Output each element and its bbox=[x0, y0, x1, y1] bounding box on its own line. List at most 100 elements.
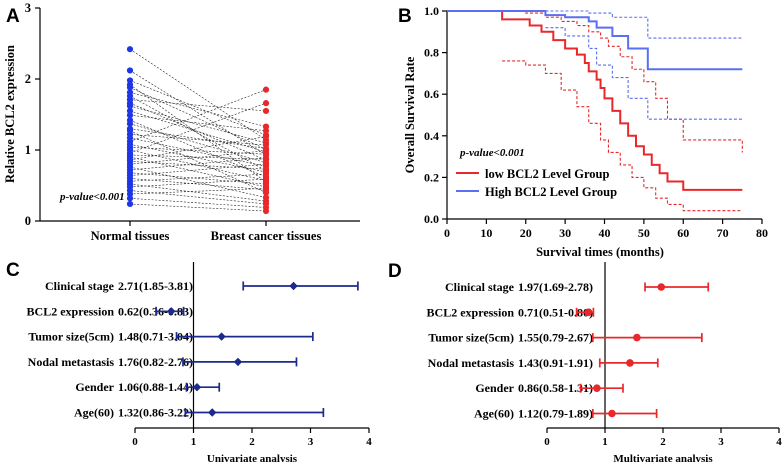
pair-line bbox=[129, 146, 267, 155]
cancer-point bbox=[262, 185, 270, 192]
pair-line bbox=[129, 150, 267, 165]
x-tick-label: 0 bbox=[544, 436, 550, 448]
cancer-point bbox=[262, 166, 270, 173]
hr-point bbox=[657, 283, 666, 291]
hr-point bbox=[626, 359, 634, 367]
hr-point bbox=[593, 384, 601, 393]
x-tick-label: 50 bbox=[638, 226, 650, 240]
x-tick-label: 3 bbox=[308, 436, 314, 448]
pair-line bbox=[129, 92, 267, 127]
normal-point bbox=[126, 67, 134, 74]
pair-line bbox=[129, 123, 267, 164]
panel-c-letter: C bbox=[6, 260, 20, 281]
pair-line bbox=[129, 105, 267, 144]
cancer-point bbox=[262, 100, 270, 107]
panel-a-y-label: Relative BCL2 expression bbox=[3, 45, 17, 183]
pair-line bbox=[129, 70, 267, 156]
cancer-point bbox=[262, 127, 270, 134]
x-tick-label: 2 bbox=[249, 436, 255, 448]
row-label: Age(60) bbox=[74, 406, 114, 420]
hr-point bbox=[192, 383, 202, 392]
y-tick-label: 0.8 bbox=[424, 46, 439, 60]
normal-point bbox=[126, 190, 134, 198]
cancer-point bbox=[262, 141, 270, 149]
pair-line bbox=[129, 114, 267, 132]
legend-label-low: low BCL2 Level Group bbox=[485, 167, 609, 181]
pair-line bbox=[129, 166, 267, 198]
pair-line bbox=[129, 102, 267, 161]
row-value: 0.71(0.51-0.80) bbox=[518, 305, 593, 319]
survival-curve-1 bbox=[447, 10, 743, 71]
row-value: 1.12(0.79-1.89) bbox=[518, 407, 593, 421]
x-tick-label: 80 bbox=[756, 226, 768, 240]
row-label: Nodal metastasis bbox=[428, 356, 515, 370]
normal-point bbox=[126, 102, 134, 110]
pair-line bbox=[129, 99, 267, 112]
row-label: BCL2 expression bbox=[427, 305, 515, 319]
hr-point bbox=[289, 281, 298, 291]
ci-upper-1 bbox=[545, 10, 743, 39]
pair-line bbox=[129, 173, 267, 182]
normal-point bbox=[126, 46, 134, 53]
y-tick-label: 0.0 bbox=[424, 212, 439, 226]
cancer-point bbox=[262, 86, 270, 93]
y-tick-label: 2 bbox=[25, 72, 31, 86]
panel-b: B 0 10 20 30 40 50 60 70 80 0.0 0.2 0.4 0.6 0.8 1.0 Ov… bbox=[398, 4, 768, 259]
hr-point bbox=[633, 333, 641, 342]
row-value: 1.06(0.88-1.44) bbox=[118, 380, 193, 394]
y-tick-label: 0.4 bbox=[424, 129, 439, 143]
pair-line bbox=[129, 134, 267, 146]
pair-line bbox=[129, 136, 267, 161]
pair-line bbox=[129, 89, 267, 142]
pair-line bbox=[129, 95, 267, 171]
y-tick-label: 0.2 bbox=[424, 170, 439, 184]
ci-lower-1 bbox=[545, 27, 743, 120]
x-axis-label: Univariate analysis bbox=[207, 453, 298, 462]
row-value: 1.48(0.71-3.04) bbox=[118, 330, 193, 344]
normal-point bbox=[126, 120, 134, 127]
x-tick-label: 30 bbox=[559, 226, 571, 240]
normal-point bbox=[126, 112, 134, 119]
y-tick-label: 1 bbox=[25, 143, 31, 157]
panel-a-category-cancer: Breast cancer tissues bbox=[211, 229, 322, 243]
pair-line bbox=[129, 144, 267, 173]
panel-a-category-normal: Normal tissues bbox=[91, 229, 170, 243]
x-tick-label: 20 bbox=[520, 226, 532, 240]
panel-a-annotation: p-value<0.001 bbox=[59, 191, 125, 203]
cancer-point bbox=[262, 154, 270, 161]
ci-lower-0 bbox=[502, 60, 743, 212]
normal-point bbox=[126, 107, 134, 115]
panel-b-letter: B bbox=[398, 6, 412, 27]
x-tick-label: 70 bbox=[717, 226, 729, 240]
pair-line bbox=[129, 80, 267, 136]
row-label: Age(60) bbox=[474, 407, 514, 421]
cancer-point bbox=[262, 207, 270, 215]
cancer-point bbox=[262, 107, 270, 115]
panel-c: C 0 1 2 3 4 Univariate analysis Clinical stage… bbox=[6, 260, 372, 462]
row-value: 1.55(0.79-2.67) bbox=[518, 331, 593, 345]
hr-point bbox=[217, 332, 226, 341]
x-tick-label: 4 bbox=[776, 436, 782, 448]
y-tick-label: 0 bbox=[25, 214, 31, 228]
x-axis-label: Multivariate analysis bbox=[613, 453, 713, 462]
pair-line bbox=[129, 188, 267, 195]
pair-line bbox=[129, 137, 267, 167]
hr-point bbox=[584, 308, 592, 317]
row-label: Gender bbox=[75, 380, 114, 394]
x-tick-label: 1 bbox=[602, 436, 608, 448]
normal-point bbox=[126, 200, 134, 208]
row-label: Clinical stage bbox=[45, 279, 115, 293]
hr-point bbox=[233, 357, 243, 367]
row-label: Gender bbox=[475, 381, 514, 395]
row-label: Nodal metastasis bbox=[28, 355, 115, 369]
row-value: 1.97(1.69-2.78) bbox=[518, 280, 593, 294]
panel-b-annotation: p-value<0.001 bbox=[459, 147, 525, 159]
normal-point bbox=[126, 84, 134, 91]
row-value: 1.32(0.86-3.22) bbox=[118, 406, 193, 420]
survival-curve-0 bbox=[447, 10, 743, 191]
pair-line bbox=[129, 154, 267, 160]
panel-b-y-label: Overall Survival Rate bbox=[403, 56, 417, 173]
panel-d-letter: D bbox=[388, 261, 402, 282]
y-tick-label: 1.0 bbox=[424, 4, 439, 18]
cancer-point bbox=[262, 171, 270, 178]
